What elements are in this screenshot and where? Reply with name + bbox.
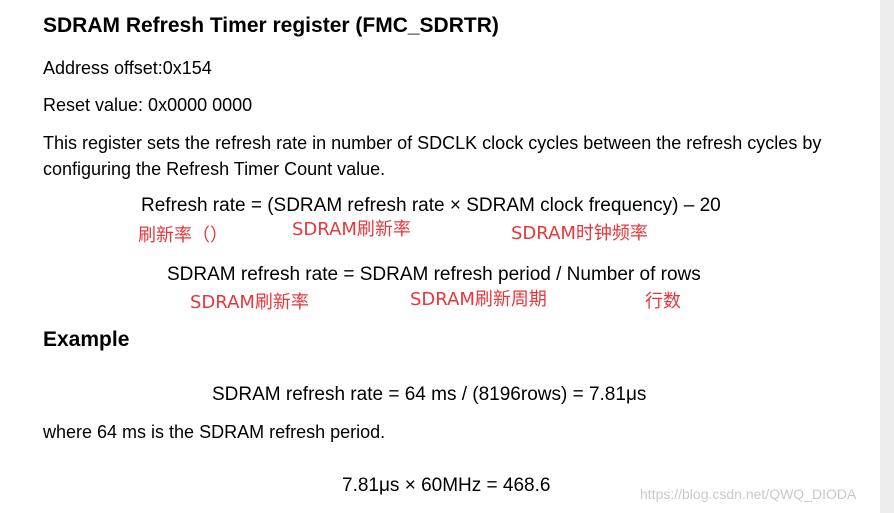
refresh-rate-formula: Refresh rate = (SDRAM refresh rate × SDR… — [141, 195, 721, 216]
register-title: SDRAM Refresh Timer register (FMC_SDRTR) — [43, 14, 499, 37]
example-heading: Example — [43, 328, 130, 351]
annotation-sdram-refresh-rate: SDRAM刷新率 — [292, 219, 411, 240]
address-offset: Address offset:0x154 — [43, 58, 212, 78]
annotation-refresh-rate: 刷新率（） — [138, 225, 228, 246]
register-description: This register sets the refresh rate in n… — [43, 133, 822, 179]
annotation-sdram-refresh-period: SDRAM刷新周期 — [410, 289, 547, 310]
watermark: https://blog.csdn.net/QWQ_DIODA — [640, 486, 857, 502]
sdram-refresh-rate-formula: SDRAM refresh rate = SDRAM refresh perio… — [167, 264, 701, 285]
example-note: where 64 ms is the SDRAM refresh period. — [43, 422, 386, 442]
scroll-margin — [880, 0, 894, 513]
annotation-number-of-rows: 行数 — [645, 291, 681, 312]
final-formula: 7.81μs × 60MHz = 468.6 — [342, 475, 551, 496]
annotation-sdram-clock-frequency: SDRAM时钟频率 — [511, 223, 648, 244]
annotation-sdram-refresh-rate-2: SDRAM刷新率 — [190, 292, 309, 313]
reset-value: Reset value: 0x0000 0000 — [43, 95, 253, 115]
example-formula: SDRAM refresh rate = 64 ms / (8196rows) … — [212, 384, 647, 405]
